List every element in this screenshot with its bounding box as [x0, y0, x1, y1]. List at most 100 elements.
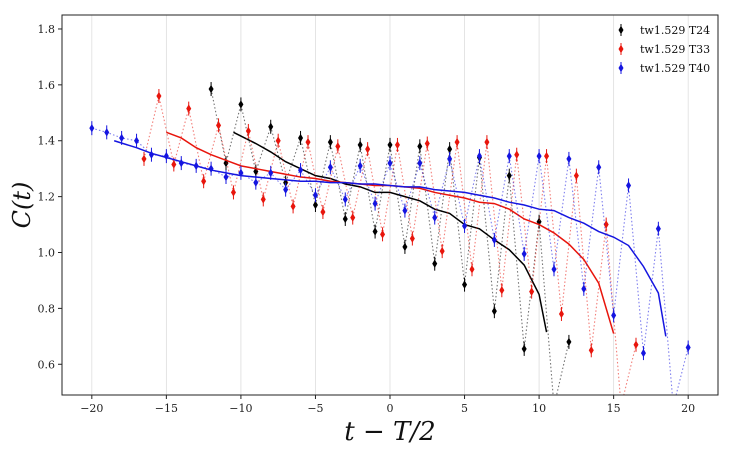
x-tick-label: −10 [229, 402, 252, 415]
data-point [104, 128, 110, 137]
data-point [320, 207, 326, 217]
series-fit-line [113, 140, 667, 337]
data-point [417, 142, 423, 151]
data-point [566, 337, 572, 347]
data-point [499, 286, 505, 295]
data-point [640, 348, 646, 358]
legend-marker [618, 44, 624, 54]
data-point [208, 84, 214, 94]
data-point [342, 195, 348, 204]
data-point [454, 137, 460, 147]
x-tick-label: 20 [681, 402, 695, 415]
x-tick-label: 0 [387, 402, 394, 415]
data-point [260, 195, 266, 204]
data-point [432, 213, 438, 222]
data-point [447, 144, 453, 154]
data-point [387, 140, 393, 150]
data-point [186, 104, 192, 113]
x-axis-label: t − T/2 [344, 417, 435, 447]
data-point [491, 306, 497, 316]
data-point [171, 160, 177, 169]
data-point [238, 168, 244, 178]
data-point [216, 121, 222, 130]
legend: tw1.529 T24 tw1.529 T33 tw1.529 T40 [618, 24, 710, 75]
y-tick-label: 1.6 [38, 79, 56, 92]
legend-entry: tw1.529 T24 [640, 24, 710, 37]
y-tick-label: 1.2 [38, 191, 56, 204]
data-point [462, 221, 468, 231]
data-point [357, 140, 363, 150]
data-point [566, 154, 572, 164]
data-point [193, 161, 199, 171]
data-point [417, 158, 423, 168]
axes-ticks: −20 −15 −10 −5 0 5 10 15 20 0.6 0.8 1.0 1.2 1.4 1.6 1.8 [38, 23, 696, 415]
data-point [469, 265, 475, 274]
data-point [357, 161, 363, 171]
data-point [298, 165, 304, 175]
data-point [529, 287, 535, 296]
y-tick-label: 0.8 [38, 302, 56, 315]
data-point [178, 158, 184, 168]
x-tick-label: −15 [155, 402, 178, 415]
y-axis-label: C(t) [8, 182, 36, 229]
data-point [141, 154, 147, 164]
x-tick-label: −20 [80, 402, 103, 415]
data-point [439, 246, 445, 256]
data-point [268, 122, 274, 131]
data-point [521, 344, 527, 354]
data-point [432, 259, 438, 268]
data-point [521, 249, 527, 259]
plot-area [89, 82, 691, 395]
data-point [402, 242, 408, 252]
y-tick-label: 1.0 [38, 247, 56, 260]
data-point [506, 171, 512, 180]
data-point [245, 126, 251, 136]
data-point [156, 91, 162, 101]
data-point [268, 168, 274, 178]
data-point [514, 150, 520, 159]
y-tick-label: 1.8 [38, 23, 56, 36]
data-point [223, 158, 229, 168]
data-point [298, 133, 304, 143]
data-point [89, 123, 95, 133]
data-point [476, 151, 482, 161]
data-point [238, 100, 244, 109]
data-point [134, 136, 140, 145]
data-point [230, 188, 236, 197]
x-tick-label: 10 [532, 402, 546, 415]
data-point [402, 206, 408, 215]
data-point [491, 235, 497, 245]
data-point [312, 191, 318, 200]
y-tick-label: 1.4 [38, 135, 56, 148]
data-point [148, 150, 154, 159]
data-point [201, 177, 207, 186]
data-point [573, 171, 579, 180]
data-point [655, 224, 661, 233]
data-point [312, 200, 318, 210]
x-tick-label: 5 [461, 402, 468, 415]
data-point [626, 181, 632, 190]
data-point [447, 154, 453, 164]
data-point [633, 340, 639, 349]
data-point [163, 151, 169, 161]
legend-entry: tw1.529 T33 [640, 43, 710, 56]
legend-marker [618, 63, 624, 73]
data-point [335, 142, 341, 151]
series-fit-line [233, 131, 548, 333]
data-point [365, 144, 371, 154]
data-point [208, 164, 214, 173]
data-point [596, 163, 602, 172]
data-point [588, 346, 594, 355]
data-point [283, 185, 289, 194]
x-tick-label: 15 [607, 402, 621, 415]
data-point [611, 311, 617, 320]
legend-marker [618, 25, 624, 35]
data-point [327, 163, 333, 172]
data-point [305, 137, 311, 147]
data-point [253, 178, 259, 187]
data-point [119, 133, 125, 143]
data-point [551, 265, 557, 274]
data-point [342, 214, 348, 224]
